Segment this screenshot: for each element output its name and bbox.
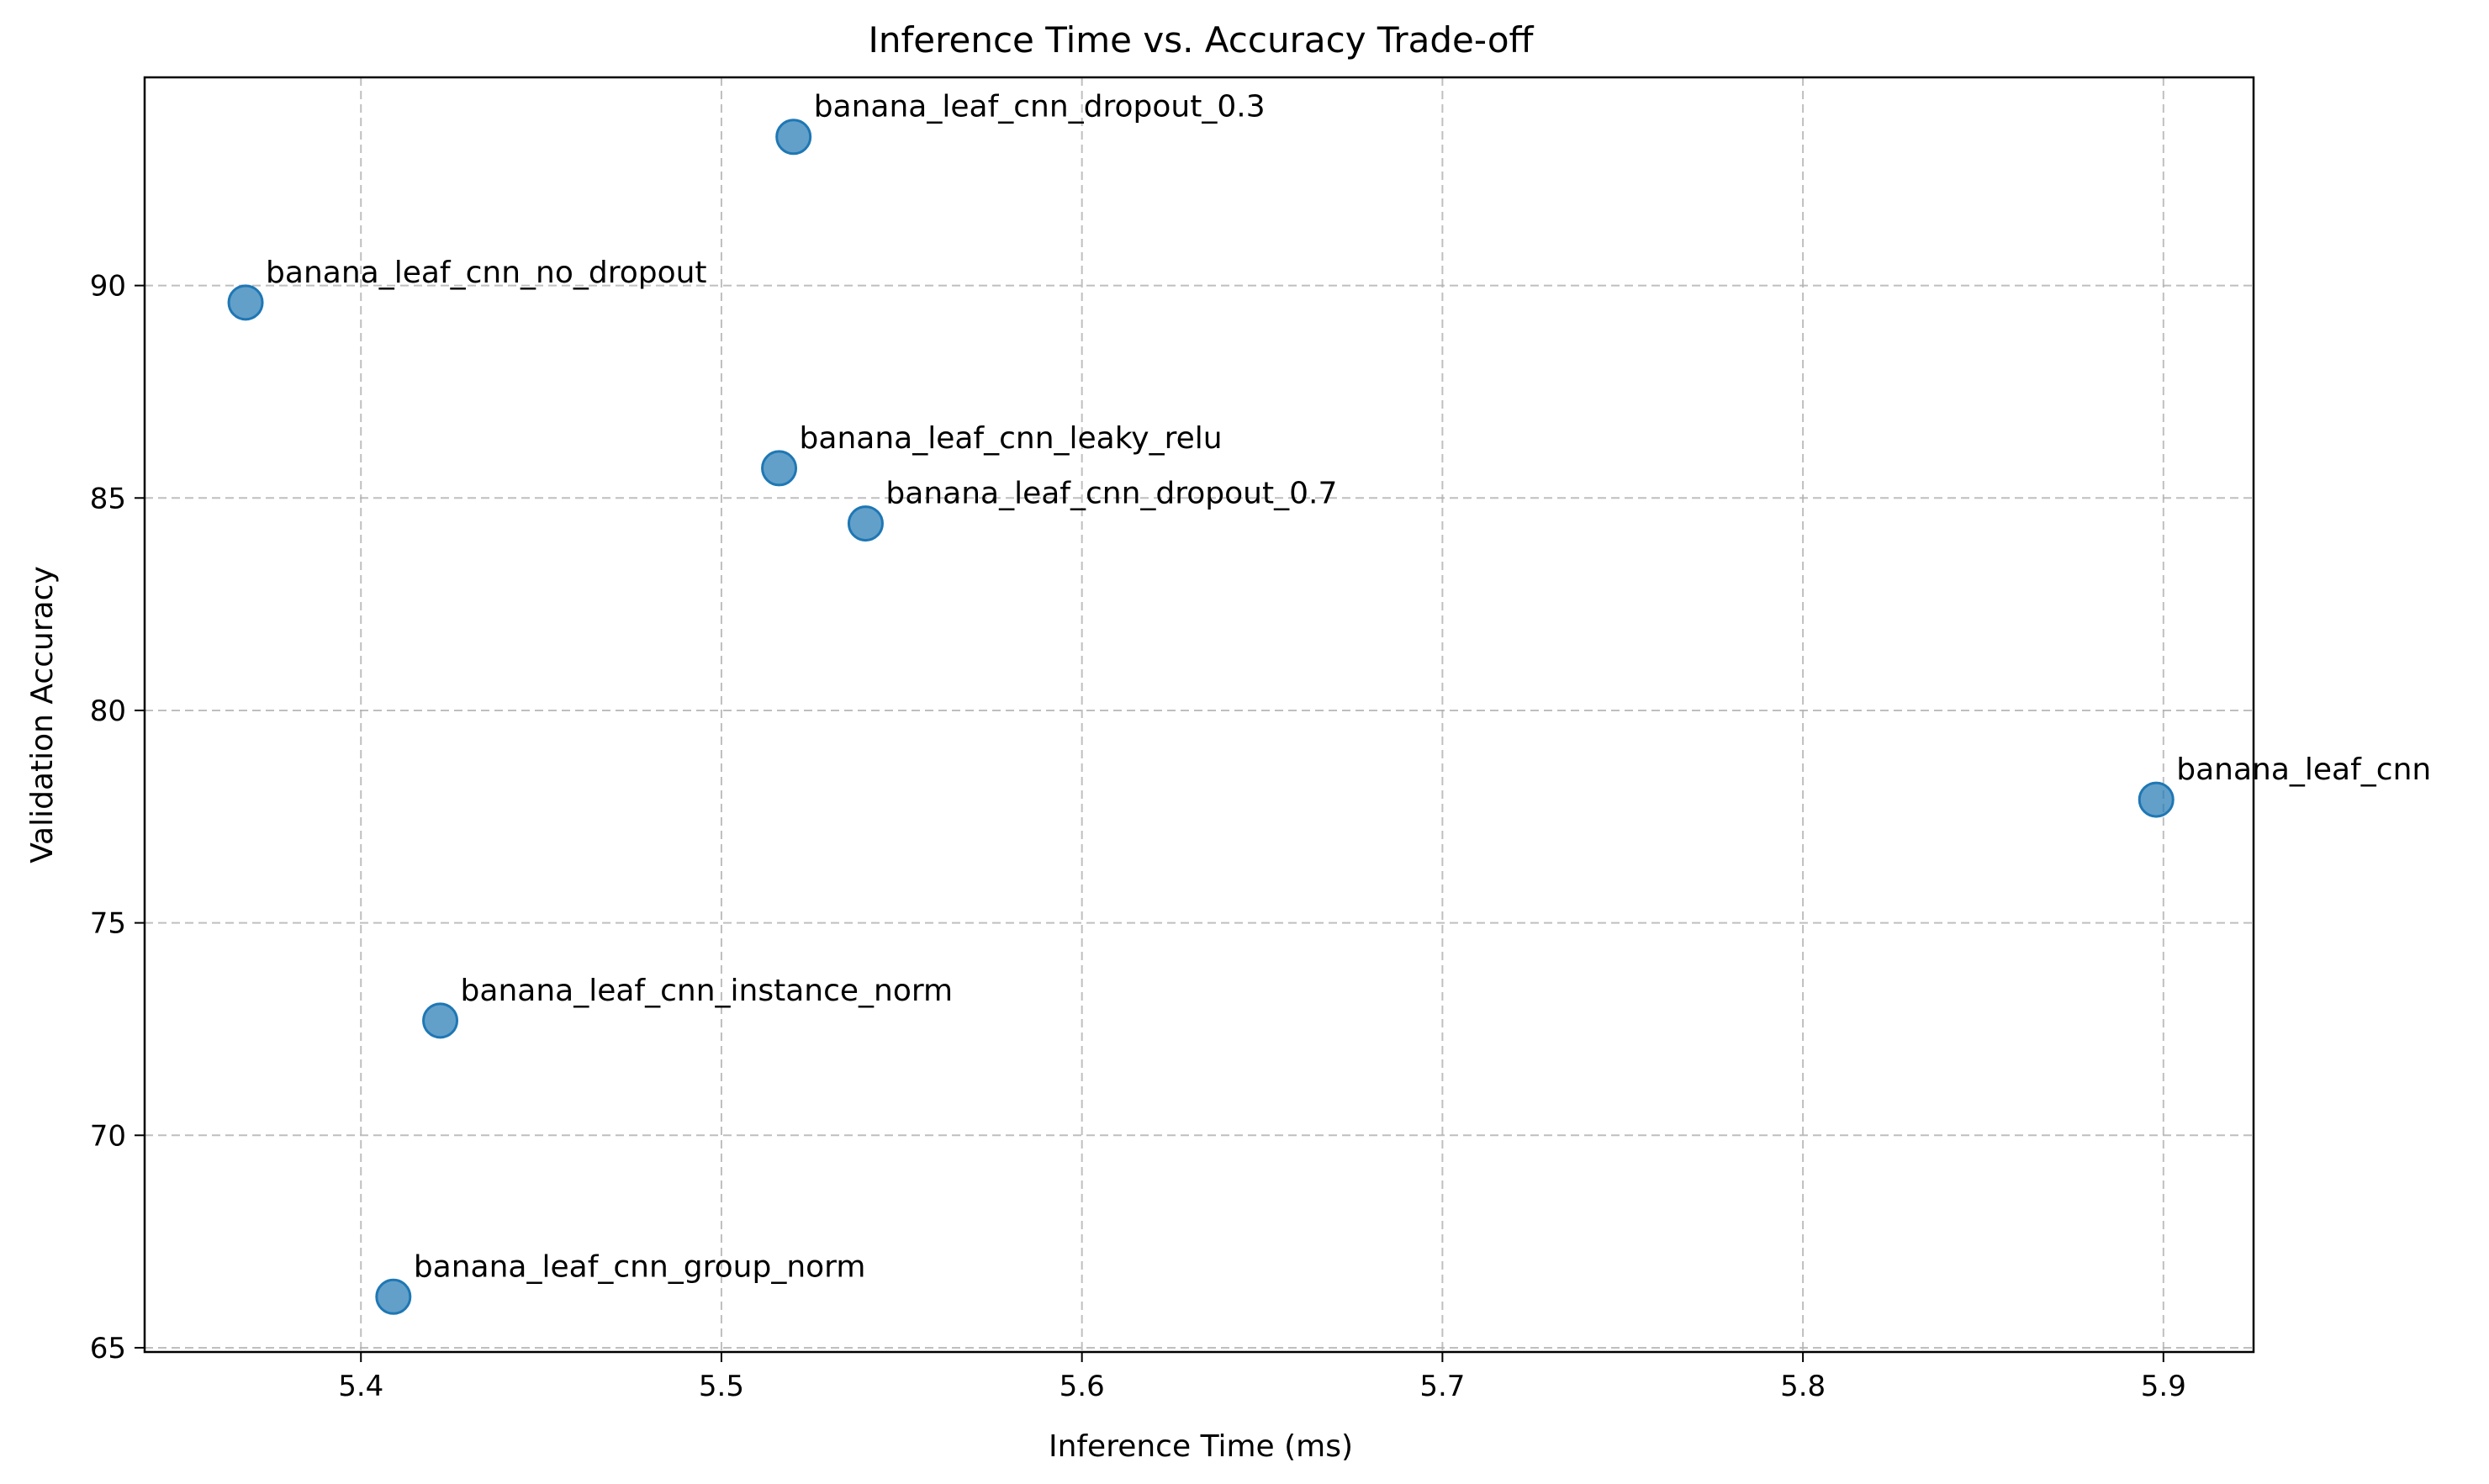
y-tick-label: 65 — [90, 1332, 126, 1365]
x-tick-label: 5.6 — [1060, 1370, 1105, 1403]
data-point-label: banana_leaf_cnn_dropout_0.3 — [814, 90, 1266, 124]
x-axis-label: Inference Time (ms) — [1049, 1429, 1353, 1464]
data-points — [227, 119, 2175, 1315]
x-axis-ticks: 5.4 5.5 5.6 5.7 5.8 5.9 — [338, 1352, 2186, 1403]
x-tick-label: 5.5 — [699, 1370, 744, 1403]
chart-title: Inference Time vs. Accuracy Trade-off — [869, 19, 1535, 61]
data-point — [775, 119, 812, 156]
data-point-label: banana_leaf_cnn_leaky_relu — [800, 421, 1223, 456]
x-tick-label: 5.4 — [338, 1370, 383, 1403]
y-axis-ticks: 65 70 75 80 85 90 — [90, 270, 145, 1365]
data-point — [761, 450, 798, 487]
y-tick-label: 75 — [90, 907, 126, 941]
y-tick-label: 90 — [90, 270, 126, 304]
y-tick-label: 80 — [90, 694, 126, 728]
data-point-label: banana_leaf_cnn — [2176, 753, 2431, 787]
data-point — [227, 284, 264, 321]
data-point — [847, 505, 884, 542]
data-point-label: banana_leaf_cnn_no_dropout — [266, 256, 707, 290]
data-point-label: banana_leaf_cnn_dropout_0.7 — [885, 477, 1337, 511]
y-tick-label: 70 — [90, 1119, 126, 1153]
x-tick-label: 5.8 — [1780, 1370, 1826, 1403]
data-point — [375, 1278, 412, 1315]
y-axis-label: Validation Accuracy — [25, 566, 60, 863]
y-tick-label: 85 — [90, 482, 126, 515]
grid — [145, 77, 2254, 1352]
x-tick-label: 5.9 — [2141, 1370, 2186, 1403]
plot-area-frame — [143, 76, 2255, 1354]
data-point-label: banana_leaf_cnn_group_norm — [414, 1249, 866, 1284]
data-point-label: banana_leaf_cnn_instance_norm — [461, 974, 954, 1008]
data-point-labels: banana_leaf_cnn_dropout_0.3 banana_leaf_c… — [266, 90, 2431, 1285]
data-point — [422, 1002, 459, 1039]
x-tick-label: 5.7 — [1419, 1370, 1465, 1403]
data-point — [2138, 781, 2175, 818]
